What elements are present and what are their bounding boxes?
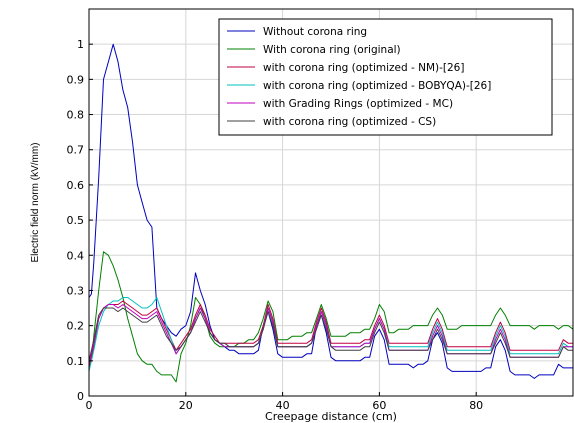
x-tick-label-4: 80 [469,399,483,412]
y-tick-label-8: 0.8 [67,109,85,122]
x-axis-ticks: 0 20 40 60 80 [86,392,483,412]
legend-label-1: With corona ring (original) [263,44,401,56]
series-line-5 [88,307,573,361]
series-line-1 [88,251,574,383]
x-tick-label-0: 0 [86,399,93,412]
y-tick-label-1: 0.1 [67,355,85,368]
x-tick-label-1: 20 [179,399,193,412]
y-tick-label-2: 0.2 [67,320,85,333]
x-axis-label: Creepage distance (cm) [265,410,397,423]
legend-label-3: with corona ring (optimized - BOBYQA)-[2… [263,80,491,92]
y-tick-label-6: 0.6 [67,179,85,192]
legend-label-4: with Grading Rings (optimized - MC) [263,98,453,110]
y-tick-label-7: 0.7 [67,144,85,157]
legend-label-5: with corona ring (optimized - CS) [263,116,436,128]
plot-frame [88,8,574,397]
y-tick-label-10: 1 [77,38,84,51]
legend-label-2: with corona ring (optimized - NM)-[26] [263,62,464,74]
legend: Without corona ring With corona ring (ori… [218,18,553,136]
legend-box [218,18,553,136]
x-tick-label-2: 40 [276,399,290,412]
y-axis-ticks: 0 0.1 0.2 0.3 0.4 0.5 0.6 0.7 0.8 0.9 1 [67,38,93,403]
x-tick-label-3: 60 [372,399,386,412]
y-axis-label: Electric field norm (kV/mm) [30,142,41,262]
y-tick-label-9: 0.9 [67,73,85,86]
y-tick-label-4: 0.4 [67,249,85,262]
y-tick-label-0: 0 [77,390,84,403]
y-tick-label-5: 0.5 [67,214,85,227]
series-group [88,43,574,383]
y-tick-label-3: 0.3 [67,284,85,297]
legend-label-0: Without corona ring [263,26,367,38]
